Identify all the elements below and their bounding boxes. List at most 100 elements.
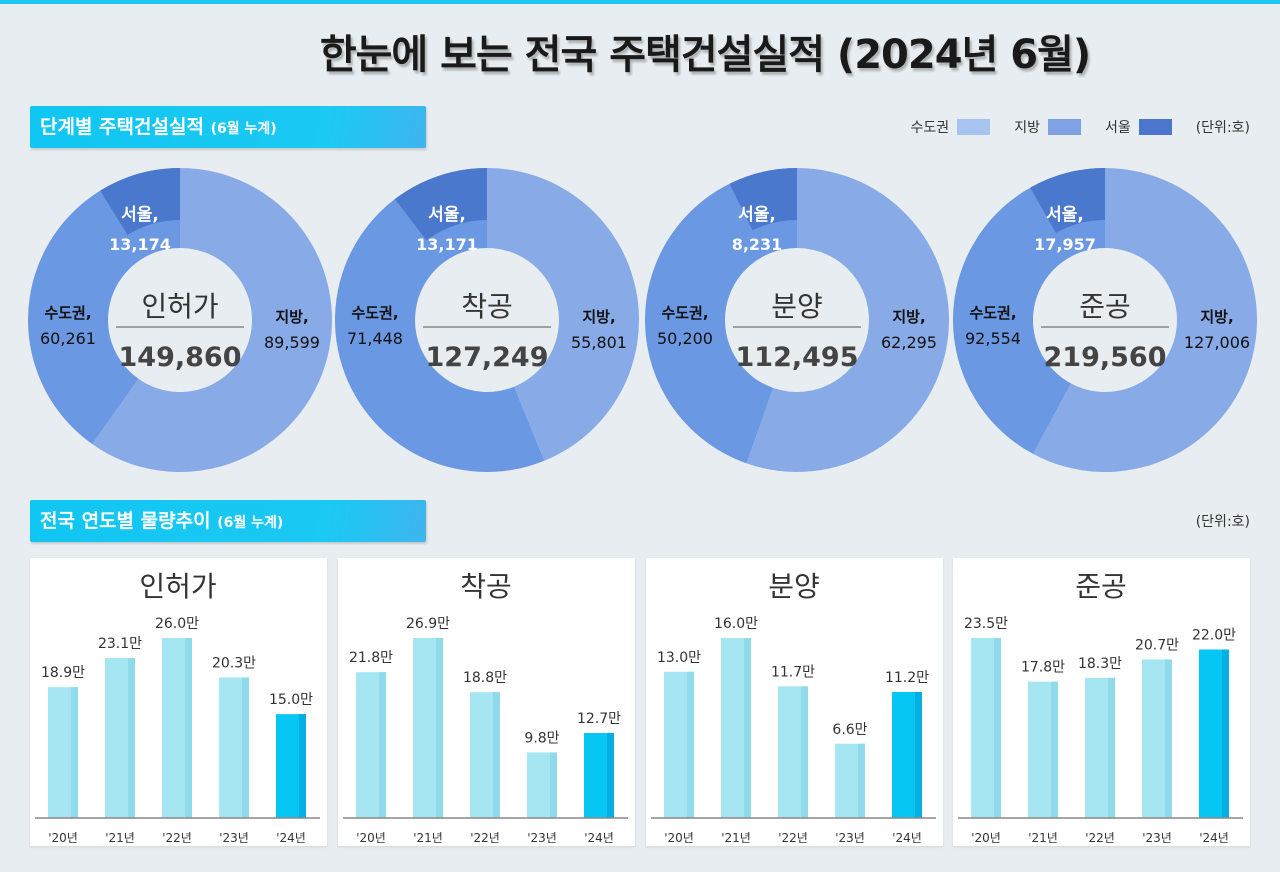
bar-'22년: 18.3만 '22년 — [1078, 656, 1122, 845]
bar-panel-permit: 인허가 18.9만 '20년 23.1만 '21년 26.0만 '22년 20.3만 '23년 1… — [30, 558, 327, 846]
bar-shade — [744, 638, 751, 818]
bar-shade — [1165, 659, 1172, 818]
bar-shade — [607, 733, 614, 818]
slice-capital — [952, 168, 1105, 454]
bar-'24년: 22.0만 '24년 — [1192, 627, 1236, 845]
label-seoul-value: 13,171 — [416, 235, 478, 254]
x-tick-label: '21년 — [413, 831, 443, 845]
bar-'21년: 16.0만 '21년 — [714, 616, 758, 845]
slice-capital — [644, 168, 797, 464]
section-label: 단계별 주택건설실적 — [40, 116, 204, 138]
section-header-trend: 전국 연도별 물량추이 (6월 누계) — [30, 500, 426, 542]
bar-shade — [858, 743, 865, 818]
bar-shade — [242, 677, 249, 818]
bar-shade — [687, 671, 694, 818]
bar-shade — [185, 638, 192, 818]
bar-value-label: 6.6만 — [832, 722, 867, 738]
slice-seoul — [394, 168, 487, 241]
legend-swatch-local — [1047, 119, 1081, 135]
bar-'21년: 17.8만 '21년 — [1021, 660, 1065, 845]
bar-value-label: 18.3만 — [1078, 656, 1122, 672]
label-capital-value: 50,200 — [657, 329, 713, 348]
bar-value-label: 18.9만 — [41, 665, 85, 681]
donut-3: 서울, 17,957 수도권, 92,554 지방, 127,006 준공 219,560 — [952, 168, 1257, 472]
x-tick-label: '22년 — [470, 831, 500, 845]
bar-'24년: 12.7만 '24년 — [577, 711, 621, 845]
x-tick-label: '20년 — [971, 831, 1001, 845]
slice-local — [487, 168, 640, 461]
bar-value-label: 26.9만 — [406, 616, 450, 632]
label-local-name: 지방, — [892, 308, 925, 326]
panel-title: 준공 — [1075, 570, 1127, 603]
label-capital-name: 수도권, — [44, 304, 91, 322]
x-tick-label: '20년 — [356, 831, 386, 845]
bar-value-label: 11.2만 — [885, 670, 929, 686]
bar-value-label: 18.8만 — [463, 670, 507, 686]
bar-value-label: 21.8만 — [349, 650, 393, 666]
bar-value-label: 20.7만 — [1135, 637, 1179, 653]
page-title: 한눈에 보는 전국 주택건설실적 (2024년 6월) — [319, 32, 1091, 78]
bar-shade — [493, 692, 500, 818]
label-seoul-value: 13,174 — [109, 235, 171, 254]
legend-label-seoul: 서울 — [1104, 120, 1131, 136]
bar-'22년: 18.8만 '22년 — [463, 670, 507, 845]
bar-shade — [379, 672, 386, 818]
panel-title: 착공 — [460, 570, 512, 603]
bar-value-label: 26.0만 — [155, 616, 199, 632]
bar-shade — [71, 687, 78, 818]
bar-value-label: 13.0만 — [657, 650, 701, 666]
donut-total: 149,860 — [119, 342, 242, 373]
label-seoul-name: 서울, — [428, 205, 466, 225]
bar-'22년: 11.7만 '22년 — [771, 664, 815, 845]
slice-local — [92, 168, 332, 472]
unit-label: (단위:호) — [1195, 120, 1250, 136]
donut-title: 분양 — [771, 290, 823, 323]
label-seoul-name: 서울, — [121, 205, 159, 225]
bar-value-label: 16.0만 — [714, 616, 758, 632]
x-tick-label: '24년 — [276, 831, 306, 845]
bar-shade — [299, 714, 306, 818]
bar-'21년: 26.9만 '21년 — [406, 616, 450, 845]
label-seoul-value: 17,957 — [1034, 235, 1096, 254]
bar-value-label: 23.5만 — [964, 616, 1008, 632]
label-local-value: 62,295 — [881, 333, 937, 352]
bar-panel-start: 착공 21.8만 '20년 26.9만 '21년 18.8만 '22년 9.8만 '23년 12.… — [338, 558, 635, 846]
x-tick-label: '20년 — [48, 831, 78, 845]
bar-value-label: 17.8만 — [1021, 660, 1065, 676]
donut-title: 인허가 — [141, 290, 218, 323]
x-tick-label: '22년 — [1085, 831, 1115, 845]
label-seoul-name: 서울, — [738, 205, 776, 225]
slice-seoul — [1030, 168, 1105, 233]
slice-seoul — [100, 168, 180, 235]
donut-total: 112,495 — [736, 342, 859, 373]
unit-label: (단위:호) — [1195, 514, 1250, 530]
x-tick-label: '21년 — [721, 831, 751, 845]
bar-shade — [1222, 649, 1229, 818]
bar-value-label: 9.8만 — [524, 730, 559, 746]
bar-'23년: 20.3만 '23년 — [212, 655, 256, 845]
donut-1: 서울, 13,171 수도권, 71,448 지방, 55,801 착공 127,249 — [335, 168, 640, 472]
donut-title: 착공 — [461, 290, 513, 323]
slice-local — [1033, 168, 1257, 472]
top-accent-bar — [0, 0, 1280, 4]
bar-'20년: 21.8만 '20년 — [349, 650, 393, 845]
label-capital-value: 60,261 — [40, 329, 96, 348]
label-capital-name: 수도권, — [661, 304, 708, 322]
label-capital-value: 92,554 — [965, 329, 1021, 348]
x-tick-label: '24년 — [1199, 831, 1229, 845]
panel-title: 인허가 — [139, 570, 216, 603]
bar-'24년: 11.2만 '24년 — [885, 670, 929, 845]
bar-shade — [994, 638, 1001, 818]
label-local-name: 지방, — [582, 308, 615, 326]
bar-shade — [128, 658, 135, 818]
bar-'22년: 26.0만 '22년 — [155, 616, 199, 845]
legend-label-local: 지방 — [1014, 120, 1040, 136]
section-sub: (6월 누계) — [217, 515, 284, 531]
donut-total: 127,249 — [426, 342, 549, 373]
bar-panel-sale: 분양 13.0만 '20년 16.0만 '21년 11.7만 '22년 6.6만 '23년 11.… — [646, 558, 943, 846]
bar-value-label: 12.7만 — [577, 711, 621, 727]
label-capital-value: 71,448 — [347, 329, 403, 348]
bar-'23년: 20.7만 '23년 — [1135, 637, 1179, 845]
bar-'23년: 6.6만 '23년 — [832, 722, 867, 845]
x-tick-label: '23년 — [527, 831, 557, 845]
